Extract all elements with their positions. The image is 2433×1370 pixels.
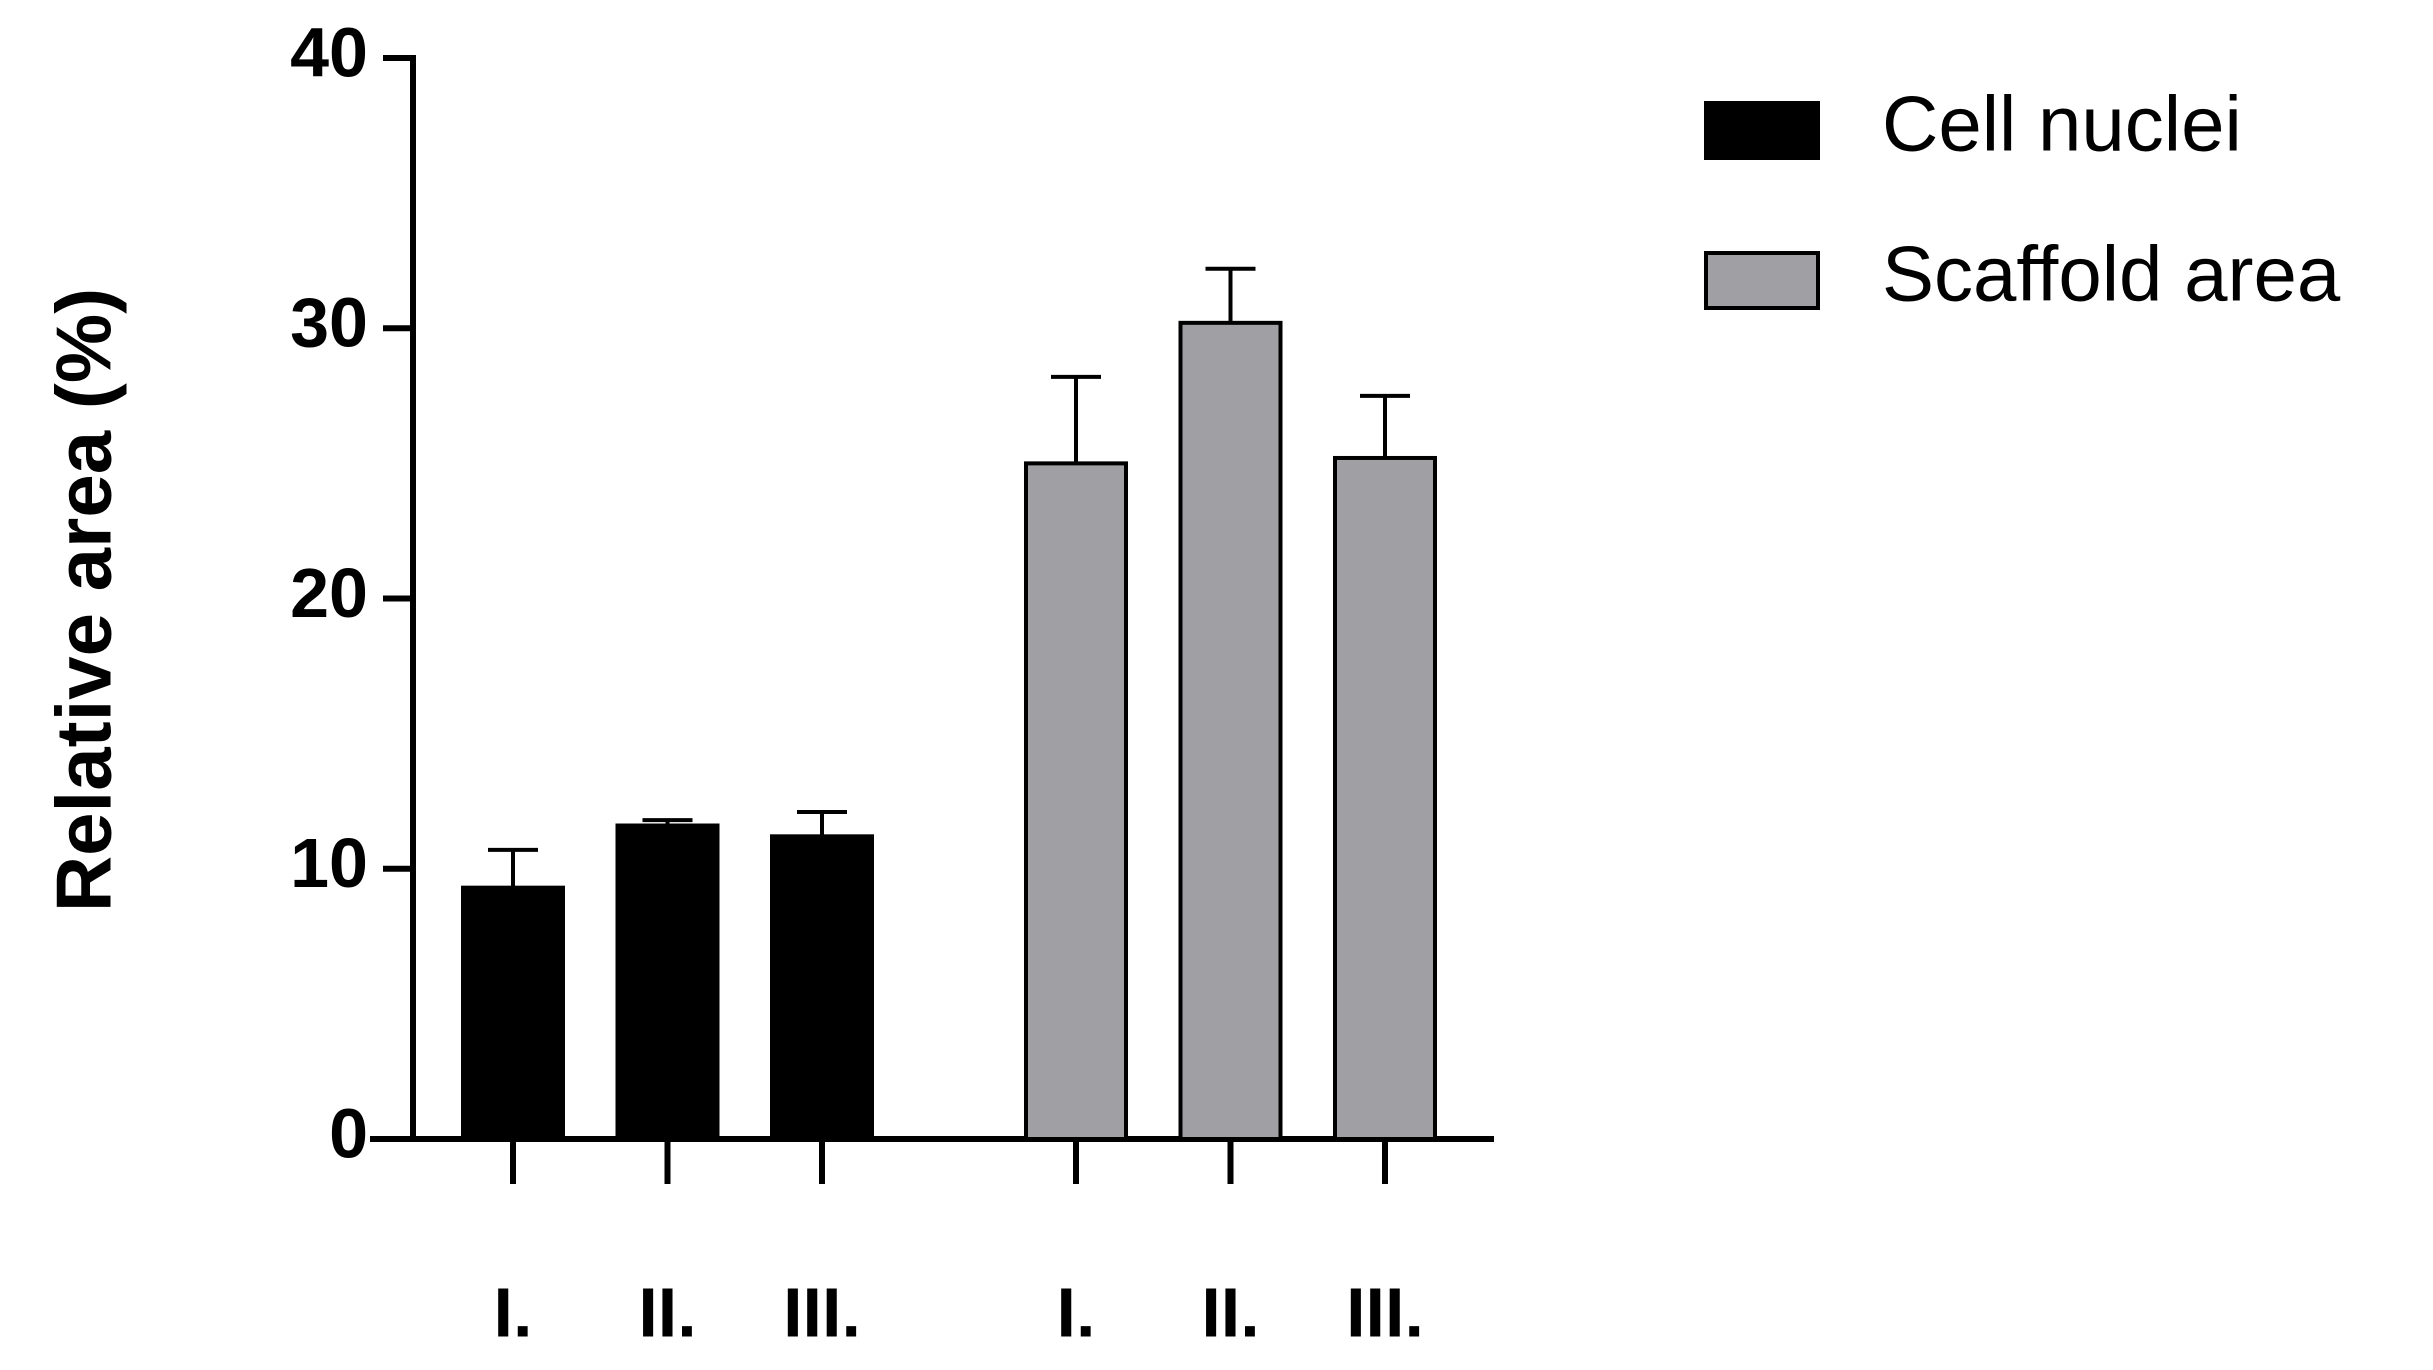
bar: [615, 823, 720, 1141]
y-tick-label: 10: [290, 824, 368, 902]
legend-swatch: [1704, 101, 1820, 160]
y-tick-label: 40: [290, 13, 368, 91]
bar: [1024, 461, 1128, 1141]
x-tick-label: I.: [494, 1273, 533, 1351]
y-tick-label: 30: [290, 284, 368, 362]
x-tick-label: III.: [1346, 1273, 1424, 1351]
x-tick-label: I.: [1057, 1273, 1096, 1351]
bar: [461, 885, 565, 1141]
x-tick-label: III.: [783, 1273, 861, 1351]
x-tick-label: II.: [1201, 1273, 1259, 1351]
legend-label: Cell nuclei: [1882, 80, 2242, 168]
bar: [1333, 455, 1437, 1142]
y-tick-label: 20: [290, 554, 368, 632]
legend-swatch: [1704, 251, 1820, 310]
x-tick-label: II.: [638, 1273, 696, 1351]
y-tick-label: 0: [329, 1094, 368, 1172]
legend-label: Scaffold area: [1882, 230, 2341, 318]
bar: [1178, 320, 1283, 1142]
y-axis-label: Relative area (%): [40, 288, 128, 912]
bar: [770, 834, 874, 1141]
